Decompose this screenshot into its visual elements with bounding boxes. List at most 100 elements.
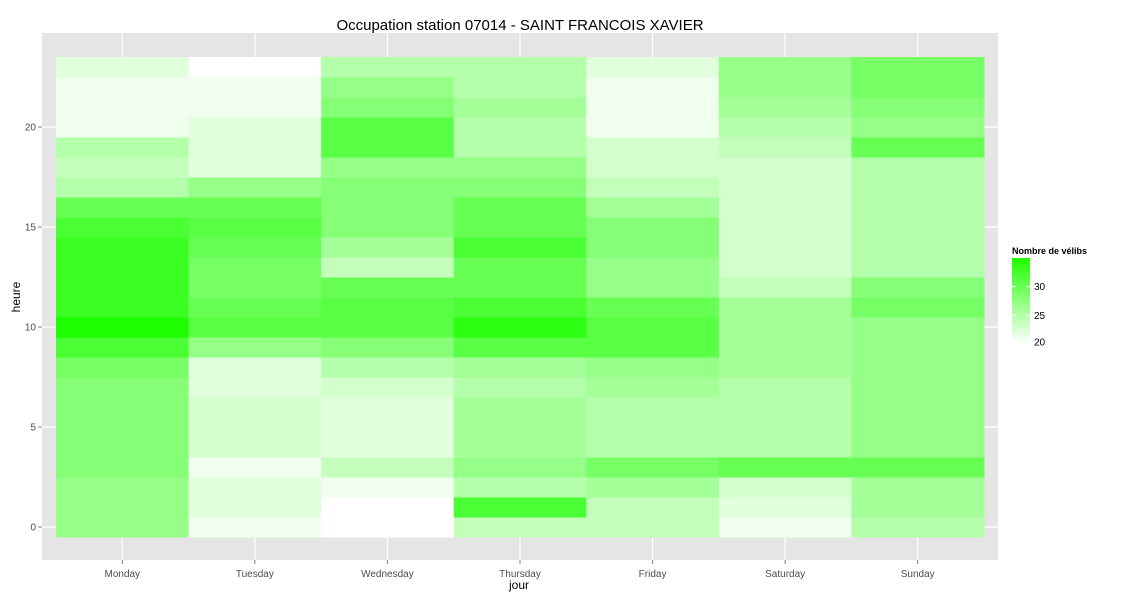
heatmap-cell	[851, 497, 985, 518]
heatmap-cell	[56, 477, 190, 498]
heatmap-cell	[453, 177, 587, 198]
heatmap-cell	[718, 157, 852, 178]
y-axis-title: heure	[9, 281, 23, 312]
heatmap-cell	[718, 497, 852, 518]
heatmap-cell	[56, 157, 190, 178]
heatmap-cell	[586, 117, 720, 138]
heatmap-cell	[188, 157, 322, 178]
heatmap-cell	[851, 417, 985, 438]
heatmap-cell	[321, 437, 455, 458]
heatmap-cell	[851, 297, 985, 318]
heatmap-cell	[586, 297, 720, 318]
heatmap-cell	[188, 337, 322, 358]
heatmap-cell	[56, 517, 190, 538]
heatmap-cell	[586, 437, 720, 458]
heatmap-cell	[718, 217, 852, 238]
heatmap-cell	[851, 317, 985, 338]
heatmap-cell	[586, 197, 720, 218]
heatmap-cell	[188, 317, 322, 338]
heatmap-cell	[718, 237, 852, 258]
heatmap-cell	[851, 217, 985, 238]
heatmap-cell	[56, 317, 190, 338]
heatmap-cell	[453, 197, 587, 218]
heatmap-cell	[188, 457, 322, 478]
heatmap-cell	[453, 277, 587, 298]
heatmap-cell	[453, 357, 587, 378]
y-tick-label: 0	[30, 523, 36, 534]
heatmap-cell	[188, 477, 322, 498]
heatmap-cell	[586, 97, 720, 118]
heatmap-cell	[851, 377, 985, 398]
heatmap-cell	[321, 357, 455, 378]
heatmap-cell	[586, 317, 720, 338]
heatmap-cell	[321, 237, 455, 258]
heatmap-cell	[586, 277, 720, 298]
heatmap-cell	[56, 277, 190, 298]
heatmap-cell	[188, 397, 322, 418]
heatmap-cell	[586, 77, 720, 98]
heatmap-cell	[453, 157, 587, 178]
heatmap-cell	[851, 57, 985, 78]
heatmap-cell	[718, 257, 852, 278]
heatmap-cell	[321, 517, 455, 538]
heatmap-cell	[453, 437, 587, 458]
heatmap-cell	[586, 57, 720, 78]
heatmap-cell	[453, 457, 587, 478]
heatmap-cell	[188, 217, 322, 238]
legend-title: Nombre de vélibs	[1012, 246, 1087, 256]
heatmap-cell	[586, 357, 720, 378]
x-tick-label: Saturday	[765, 569, 805, 580]
heatmap-cell	[851, 397, 985, 418]
heatmap-cell	[321, 97, 455, 118]
legend-tick-label: 20	[1034, 338, 1046, 349]
heatmap-cell	[586, 177, 720, 198]
heatmap-cell	[586, 337, 720, 358]
heatmap-cell	[56, 337, 190, 358]
heatmap-cell	[453, 417, 587, 438]
heatmap-cell	[56, 77, 190, 98]
heatmap-cell	[188, 417, 322, 438]
heatmap-cell	[718, 457, 852, 478]
heatmap-cell	[56, 117, 190, 138]
heatmap-cell	[188, 517, 322, 538]
heatmap-cell	[586, 217, 720, 238]
heatmap-cell	[188, 257, 322, 278]
legend: Nombre de vélibs 20 25 30	[1012, 246, 1087, 349]
heatmap-cell	[321, 117, 455, 138]
heatmap-cell	[321, 497, 455, 518]
heatmap-cell	[718, 417, 852, 438]
heatmap-cell	[453, 57, 587, 78]
x-tick-label: Tuesday	[236, 569, 274, 580]
heatmap-cell	[586, 497, 720, 518]
heatmap-cell	[56, 57, 190, 78]
y-tick-label: 5	[30, 423, 36, 434]
heatmap-cell	[56, 197, 190, 218]
heatmap-cell	[56, 177, 190, 198]
heatmap-cell	[718, 117, 852, 138]
heatmap-cell	[453, 97, 587, 118]
heatmap-cell	[56, 397, 190, 418]
heatmap-cell	[718, 77, 852, 98]
heatmap-cell	[718, 297, 852, 318]
heatmap-cell	[188, 177, 322, 198]
heatmap-cell	[453, 477, 587, 498]
heatmap-cell	[453, 237, 587, 258]
heatmap-cell	[453, 137, 587, 158]
heatmap-cell	[453, 497, 587, 518]
heatmap-cell	[718, 397, 852, 418]
y-tick-label: 20	[25, 123, 37, 134]
heatmap-cell	[56, 237, 190, 258]
heatmap-cell	[188, 57, 322, 78]
legend-colorbar	[1012, 258, 1030, 344]
heatmap-cell	[453, 117, 587, 138]
heatmap-cell	[718, 337, 852, 358]
heatmap-cell	[453, 517, 587, 538]
chart-title: Occupation station 07014 - SAINT FRANCOI…	[336, 17, 703, 34]
heatmap-cell	[718, 57, 852, 78]
heatmap-cell	[321, 417, 455, 438]
heatmap-cell	[718, 197, 852, 218]
y-tick-label: 15	[25, 223, 37, 234]
heatmap-cell	[586, 257, 720, 278]
heatmap-cell	[56, 257, 190, 278]
heatmap-cell	[718, 277, 852, 298]
